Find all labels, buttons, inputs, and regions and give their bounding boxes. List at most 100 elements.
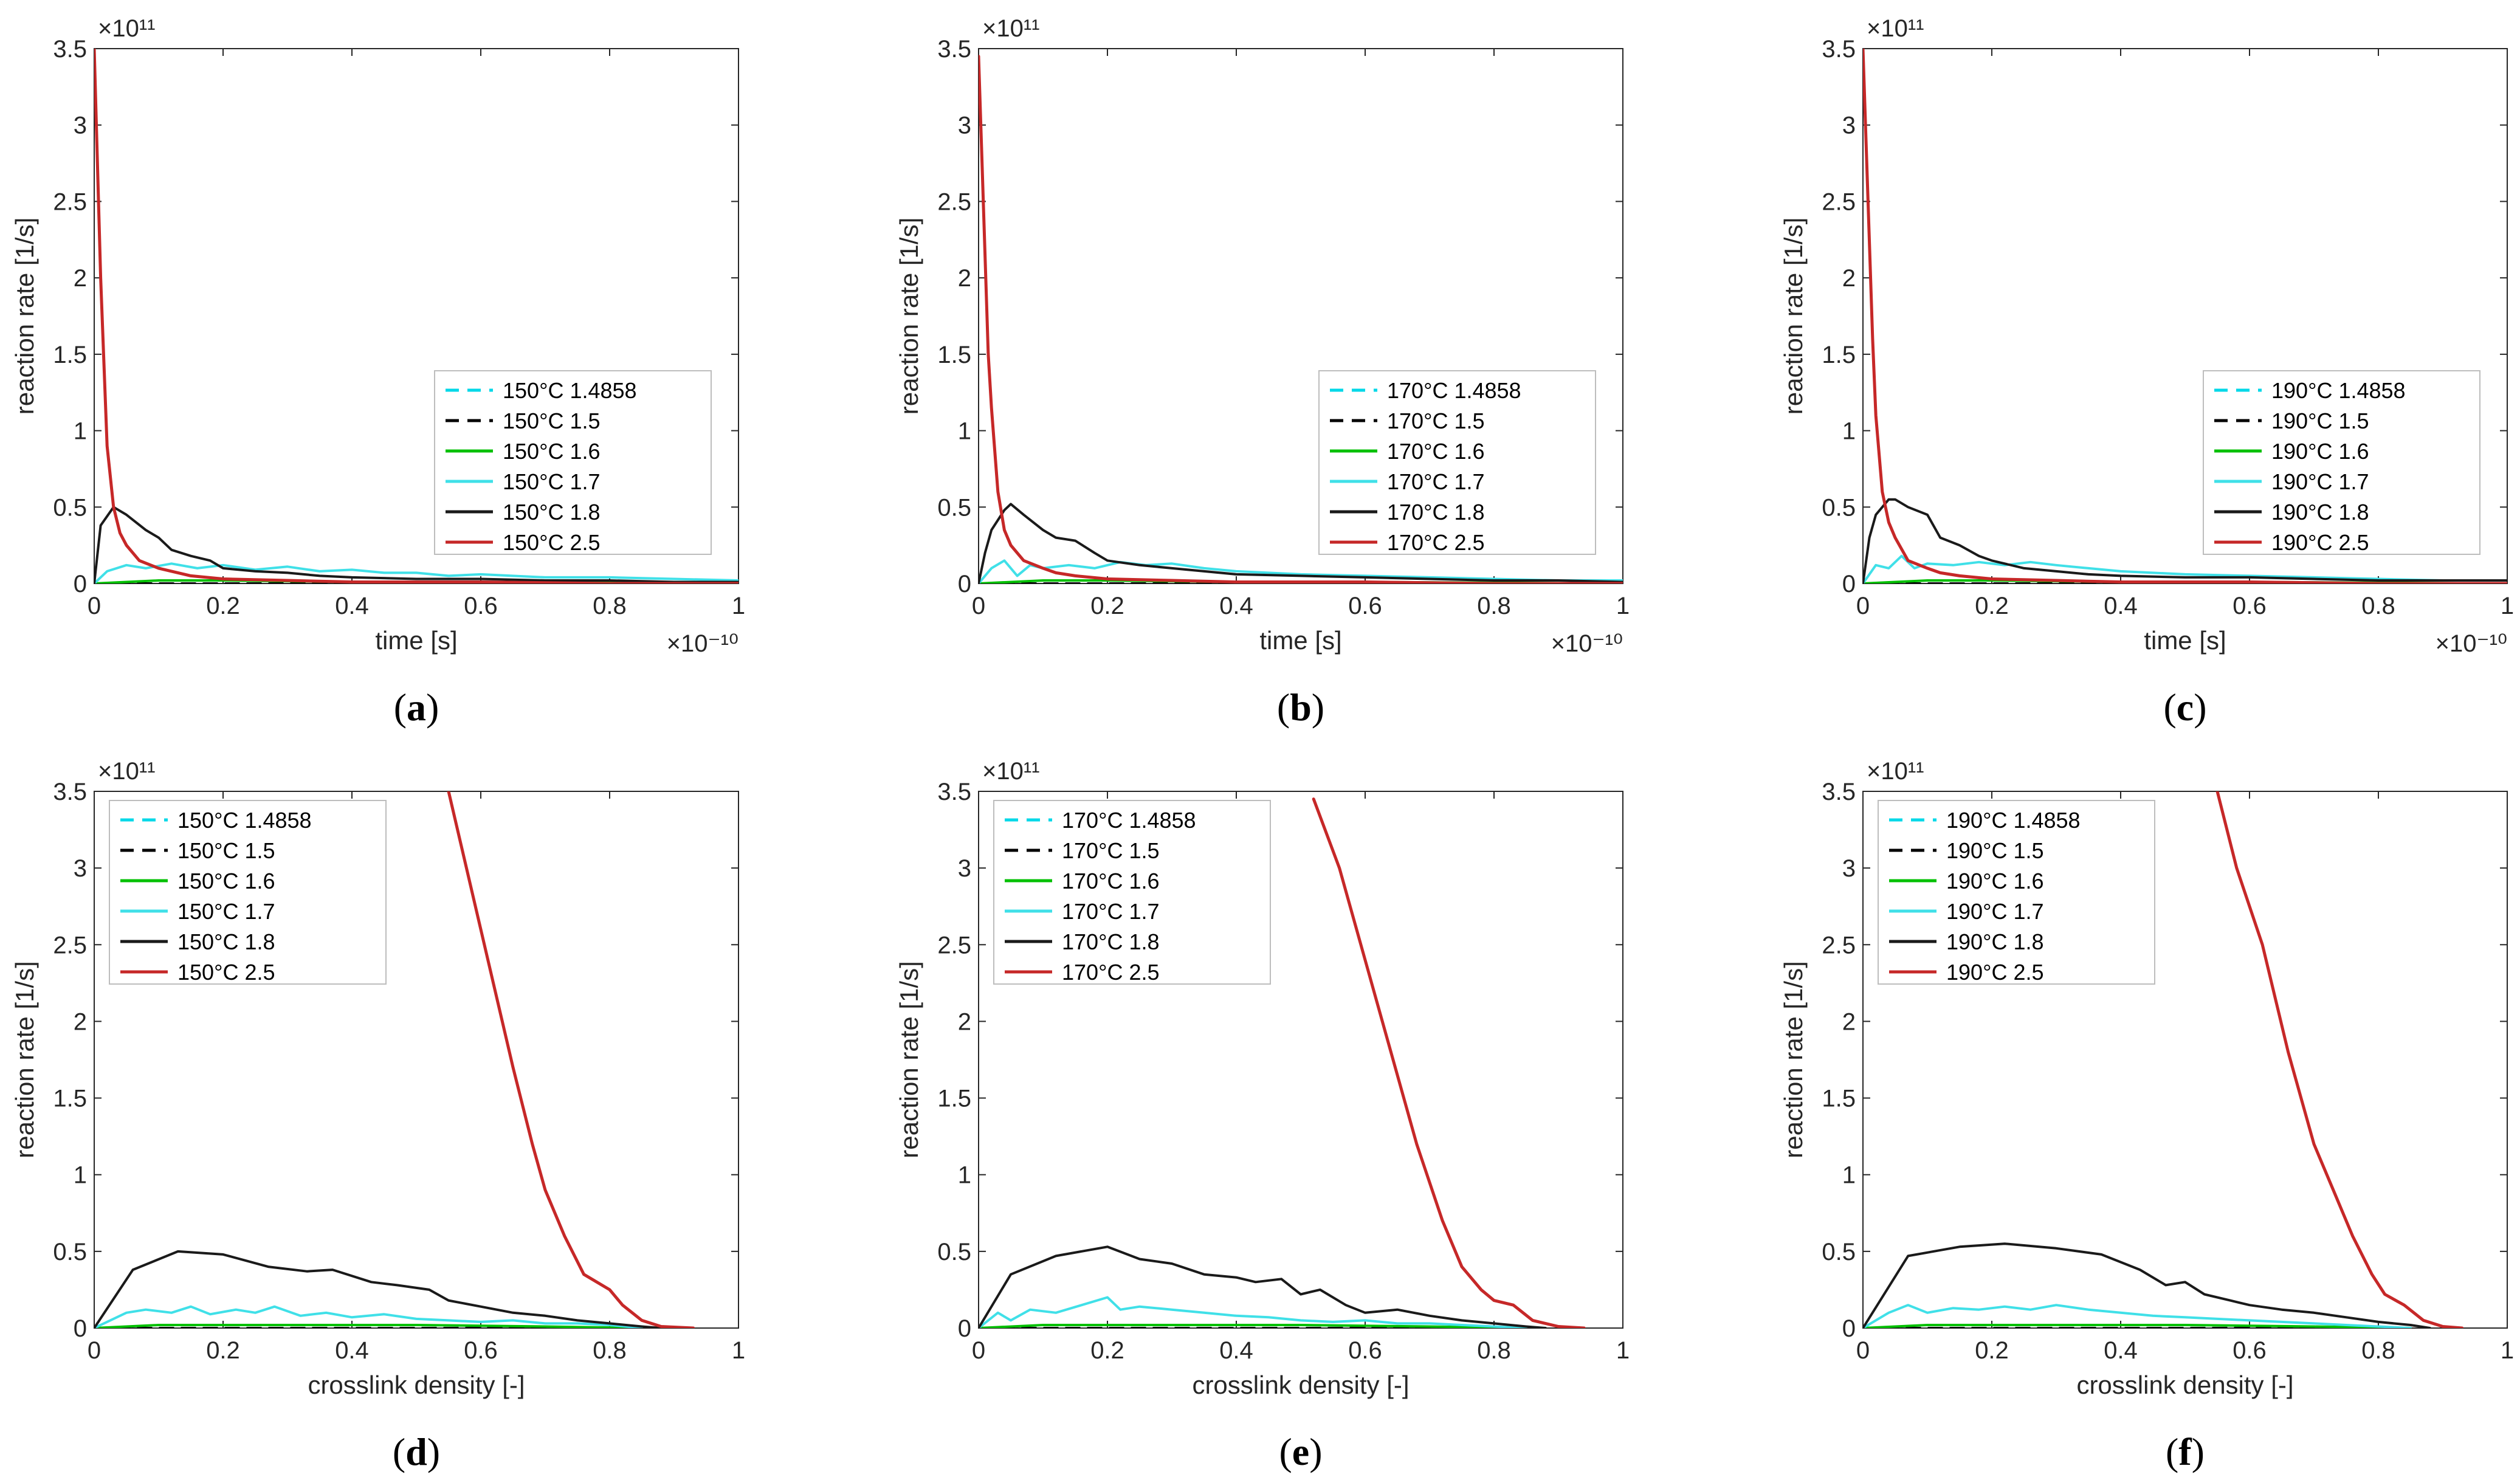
legend-entry-label: 170°C 1.8: [1062, 929, 1160, 954]
x-axis-label: crosslink density [-]: [308, 1371, 525, 1399]
y-tick-label: 3.5: [53, 36, 87, 63]
x-axis-label: time [s]: [2144, 626, 2226, 655]
legend-box: [1318, 370, 1596, 555]
y-tick-label: 3: [74, 112, 87, 139]
y-axis-exponent: ×10¹¹: [1867, 15, 1924, 42]
legend-entry-label: 170°C 1.8: [1387, 500, 1485, 525]
legend: 170°C 1.4858 170°C 1.5 170°C 1.6 170°C 1.7 1…: [993, 800, 1271, 985]
y-tick-label: 0.5: [937, 494, 971, 521]
series-line-2: [1863, 1324, 2412, 1328]
legend-entry-label: 150°C 1.7: [177, 899, 275, 924]
legend-box: [2203, 370, 2480, 555]
y-tick-label: 1: [74, 418, 87, 445]
legend-entry-label: 150°C 1.4858: [177, 808, 312, 833]
x-tick-label: 0.6: [1348, 593, 1382, 619]
legend-entry-label: 170°C 1.5: [1387, 408, 1485, 433]
legend-entry-label: 190°C 1.4858: [1946, 808, 2081, 833]
series-group: [979, 55, 1623, 583]
y-tick-label: 1.5: [1822, 342, 1856, 368]
y-tick-label: 0.5: [937, 1239, 971, 1265]
series-line-4: [1863, 1242, 2431, 1328]
chart-panel-e: 0 0.2 0.4 0.6 0.8 1 0 0.5 1 1.5 2 2.5 3 3.5 ×10¹¹ cross…: [895, 758, 1630, 1473]
series-line-5: [1863, 49, 2507, 583]
series-group: [1863, 791, 2464, 1328]
y-tick-label: 1: [958, 1162, 971, 1189]
y-axis-label: reaction rate [1/s]: [10, 218, 39, 415]
chart-panel-b: 0 0.2 0.4 0.6 0.8 1 0 0.5 1 1.5 2 2.5 3 3.5 ×10¹¹ ×10⁻¹…: [895, 15, 1630, 729]
x-tick-label: 1: [1616, 593, 1630, 619]
legend-entry-label: 190°C 1.4858: [2271, 378, 2406, 403]
x-axis-exponent: ×10⁻¹⁰: [2436, 630, 2507, 657]
y-tick-label: 3: [1842, 112, 1856, 139]
x-axis-label: crosslink density [-]: [1192, 1371, 1409, 1399]
y-tick-label: 0: [74, 571, 87, 597]
series-line-2: [94, 1324, 643, 1328]
x-axis-label: crosslink density [-]: [2076, 1371, 2293, 1399]
legend-entry-label: 170°C 1.6: [1062, 869, 1160, 893]
x-tick-label: 1: [2501, 593, 2514, 619]
x-tick-label: 0: [1856, 593, 1870, 619]
y-tick-label: 1.5: [53, 342, 87, 368]
y-tick-label: 1.5: [53, 1086, 87, 1112]
series-line-4: [1863, 498, 2507, 583]
x-axis-exponent: ×10⁻¹⁰: [667, 630, 738, 657]
legend-entry-label: 190°C 1.5: [2271, 408, 2369, 433]
y-tick-label: 3: [958, 112, 971, 139]
legend-entry-label: 150°C 1.8: [503, 500, 601, 525]
y-tick-label: 2.5: [1822, 188, 1856, 215]
panel-caption: (d): [393, 1430, 440, 1473]
x-tick-label: 0.4: [2104, 1337, 2138, 1364]
panel-caption: (e): [1279, 1430, 1322, 1473]
y-axis-exponent: ×10¹¹: [982, 15, 1040, 42]
legend-entry-label: 170°C 2.5: [1387, 530, 1485, 555]
y-tick-label: 2.5: [1822, 932, 1856, 959]
y-axis-exponent: ×10¹¹: [98, 15, 156, 42]
x-tick-label: 0.8: [2361, 593, 2395, 619]
x-axis-exponent: ×10⁻¹⁰: [1551, 630, 1623, 657]
x-tick-label: 0.6: [2233, 593, 2267, 619]
y-axis-exponent: ×10¹¹: [1867, 758, 1924, 785]
series-group: [979, 797, 1586, 1328]
series-line-3: [979, 1296, 1527, 1328]
legend-box: [434, 370, 712, 555]
legend-entry-label: 150°C 1.4858: [503, 378, 637, 403]
y-tick-label: 2: [958, 265, 971, 292]
legend-entry-label: 190°C 1.7: [2271, 469, 2369, 494]
x-tick-label: 0.4: [335, 593, 369, 619]
series-group: [1863, 49, 2507, 583]
y-axis-label: reaction rate [1/s]: [1779, 961, 1808, 1158]
legend-entry-label: 150°C 2.5: [503, 530, 601, 555]
y-tick-label: 3.5: [937, 36, 971, 63]
series-line-3: [1863, 1304, 2412, 1328]
legend-entry-label: 190°C 1.7: [1946, 899, 2044, 924]
series-line-5: [1312, 797, 1586, 1328]
series-line-3: [94, 1305, 643, 1328]
series-group: [94, 49, 738, 583]
plot-area-frame: [1862, 791, 2508, 1329]
series-line-4: [979, 503, 1623, 583]
y-tick-label: 0.5: [1822, 494, 1856, 521]
y-tick-label: 3.5: [53, 779, 87, 805]
x-tick-label: 1: [2501, 1337, 2514, 1364]
legend: 170°C 1.4858 170°C 1.5 170°C 1.6 170°C 1.7 1…: [1318, 370, 1596, 555]
x-tick-label: 0: [88, 1337, 101, 1364]
x-tick-label: 1: [732, 1337, 745, 1364]
legend-entry-label: 150°C 1.6: [177, 869, 275, 893]
legend-entry-label: 190°C 1.8: [1946, 929, 2044, 954]
x-tick-label: 0.4: [1219, 593, 1253, 619]
series-line-5: [94, 49, 738, 583]
x-tick-label: 1: [732, 593, 745, 619]
series-line-3: [1863, 554, 2507, 583]
panel-caption: (f): [2166, 1430, 2205, 1473]
x-tick-label: 0: [972, 593, 985, 619]
y-tick-label: 1: [1842, 418, 1856, 445]
x-tick-label: 0.2: [1975, 593, 2009, 619]
chart-panel-f: 0 0.2 0.4 0.6 0.8 1 0 0.5 1 1.5 2 2.5 3 3.5 ×10¹¹ cross…: [1779, 758, 2514, 1473]
x-tick-label: 1: [1616, 1337, 1630, 1364]
x-tick-label: 0.8: [1477, 593, 1511, 619]
legend-entry-label: 190°C 2.5: [1946, 960, 2044, 985]
x-tick-label: 0.8: [1477, 1337, 1511, 1364]
plot-area-frame: [94, 791, 739, 1329]
panel-caption-letter: f: [2178, 1430, 2192, 1473]
x-tick-label: 0.2: [1975, 1337, 2009, 1364]
